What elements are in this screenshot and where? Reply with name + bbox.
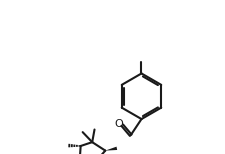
Text: O: O	[114, 120, 123, 129]
Polygon shape	[105, 147, 117, 151]
